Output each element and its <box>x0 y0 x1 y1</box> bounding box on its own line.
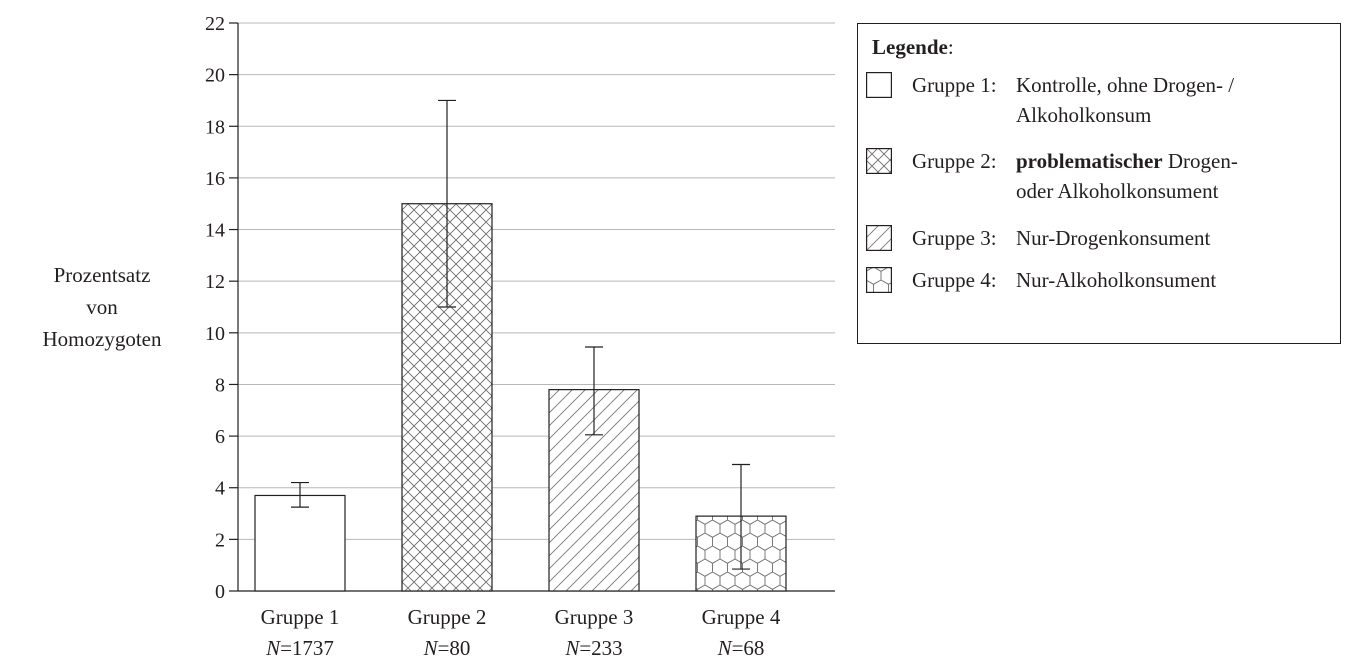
y-tick-label: 10 <box>205 323 225 345</box>
bar <box>254 494 346 592</box>
sample-size-label: N=68 <box>717 636 765 660</box>
x-category-label: Gruppe 2 <box>408 605 487 629</box>
legend-prefix: Gruppe 2: <box>912 149 997 173</box>
axis-labels: 0 2 4 6 8 10 12 14 16 18 20 22 Prozentsatz von Homozyg… <box>43 13 781 660</box>
y-axis-label: Prozentsatz von Homozygoten <box>43 263 162 351</box>
x-category-label: Gruppe 1 <box>261 605 340 629</box>
grid-lines <box>238 22 835 540</box>
y-tick-label: 4 <box>215 478 225 500</box>
legend: Legende: Gruppe 1: Kontrolle, ohne Drogen… <box>857 23 1341 344</box>
y-tick-label: 0 <box>215 581 225 603</box>
bars <box>254 203 787 592</box>
legend-swatch <box>866 72 892 98</box>
legend-title: Legende: <box>872 35 954 59</box>
legend-swatch <box>866 267 892 293</box>
error-bars <box>291 99 750 570</box>
x-category-label: Gruppe 3 <box>555 605 634 629</box>
y-tick-label: 2 <box>215 529 225 551</box>
legend-prefix: Gruppe 3: <box>912 226 997 250</box>
sample-size-label: N=1737 <box>265 636 334 660</box>
legend-text: Nur-Alkoholkonsument <box>1016 268 1217 292</box>
y-tick-label: 12 <box>205 271 225 293</box>
legend-text: problematischer Drogen-oder Alkoholkonsu… <box>1016 149 1238 203</box>
y-tick-label: 16 <box>205 168 225 190</box>
sample-size-label: N=80 <box>423 636 471 660</box>
legend-swatch <box>866 225 892 251</box>
y-tick-label: 22 <box>205 13 225 35</box>
x-category-label: Gruppe 4 <box>702 605 781 629</box>
y-tick-label: 20 <box>205 65 225 87</box>
y-tick-label: 14 <box>205 220 225 242</box>
sample-size-label: N=233 <box>564 636 622 660</box>
legend-swatch <box>866 148 892 174</box>
legend-prefix: Gruppe 4: <box>912 268 997 292</box>
legend-text: Kontrolle, ohne Drogen- / Alkoholkonsum <box>1016 73 1235 127</box>
legend-prefix: Gruppe 1: <box>912 73 997 97</box>
y-tick-label: 18 <box>205 116 225 138</box>
bar-chart: 0 2 4 6 8 10 12 14 16 18 20 22 Prozentsatz von Homozyg… <box>43 13 835 660</box>
y-tick-label: 6 <box>215 426 225 448</box>
legend-text: Nur-Drogenkonsument <box>1016 226 1211 250</box>
y-tick-label: 8 <box>215 374 225 396</box>
